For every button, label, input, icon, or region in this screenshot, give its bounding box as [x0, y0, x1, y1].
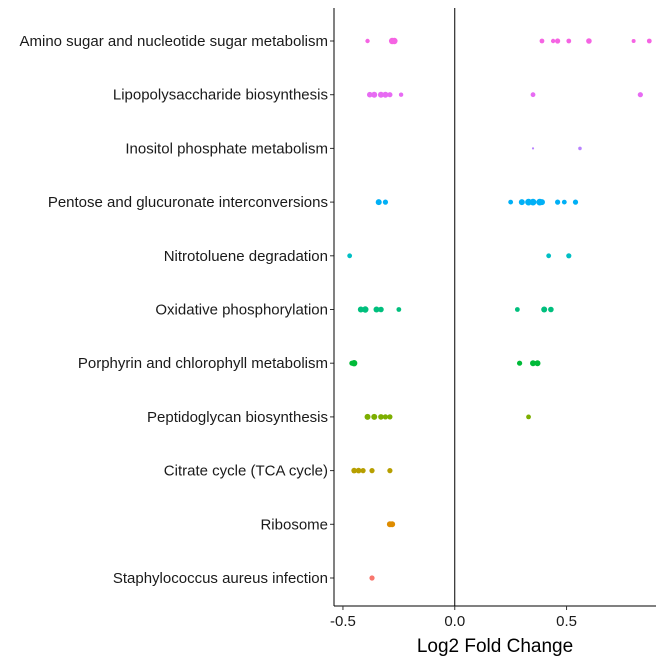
y-tick-label-peptidoglycan-biosynthesis: Peptidoglycan biosynthesis: [147, 409, 328, 426]
y-tick-label-citrate-cycle-tca-cycle: Citrate cycle (TCA cycle): [164, 463, 328, 480]
data-point-citrate-cycle-tca-cycle: [387, 468, 393, 474]
data-point-oxidative-phosphorylation: [514, 307, 520, 312]
data-point-nitrotoluene-degradation: [546, 253, 552, 259]
data-point-oxidative-phosphorylation: [357, 306, 364, 313]
y-tick-label-nitrotoluene-degradation: Nitrotoluene degradation: [164, 248, 328, 265]
data-point-amino-sugar-and-nucleotide-sugar-metabolism: [646, 38, 652, 44]
y-tick-label-ribosome: Ribosome: [260, 516, 328, 533]
data-point-staphylococcus-aureus-infection: [369, 575, 375, 581]
data-point-peptidoglycan-biosynthesis: [378, 414, 384, 420]
y-tick-label-lipopolysaccharide-biosynthesis: Lipopolysaccharide biosynthesis: [113, 87, 328, 104]
data-point-peptidoglycan-biosynthesis: [371, 413, 378, 420]
data-point-lipopolysaccharide-biosynthesis: [387, 92, 393, 98]
data-point-porphyrin-and-chlorophyll-metabolism: [349, 360, 355, 366]
data-point-amino-sugar-and-nucleotide-sugar-metabolism: [539, 38, 545, 44]
data-point-lipopolysaccharide-biosynthesis: [398, 92, 404, 97]
data-point-oxidative-phosphorylation: [396, 307, 402, 312]
data-point-citrate-cycle-tca-cycle: [355, 467, 362, 474]
y-axis-labels: Amino sugar and nucleotide sugar metabol…: [19, 33, 334, 587]
x-tick-label: -0.5: [330, 613, 356, 630]
data-point-peptidoglycan-biosynthesis: [382, 414, 389, 420]
data-point-inositol-phosphate-metabolism: [531, 147, 535, 150]
data-point-citrate-cycle-tca-cycle: [369, 468, 375, 474]
data-point-peptidoglycan-biosynthesis: [387, 414, 393, 420]
data-point-peptidoglycan-biosynthesis: [526, 414, 531, 420]
data-point-oxidative-phosphorylation: [373, 306, 380, 313]
data-point-oxidative-phosphorylation: [548, 306, 554, 313]
data-point-pentose-and-glucuronate-interconversions: [382, 199, 389, 205]
data-point-lipopolysaccharide-biosynthesis: [366, 91, 373, 98]
data-point-amino-sugar-and-nucleotide-sugar-metabolism: [365, 38, 370, 44]
data-point-amino-sugar-and-nucleotide-sugar-metabolism: [391, 37, 398, 45]
data-point-ribosome: [389, 521, 396, 528]
data-point-pentose-and-glucuronate-interconversions: [375, 199, 382, 206]
y-tick-label-oxidative-phosphorylation: Oxidative phosphorylation: [155, 302, 328, 319]
data-point-amino-sugar-and-nucleotide-sugar-metabolism: [566, 38, 572, 44]
data-point-oxidative-phosphorylation: [362, 306, 369, 313]
data-point-nitrotoluene-degradation: [566, 253, 572, 259]
y-tick-label-porphyrin-and-chlorophyll-metabolism: Porphyrin and chlorophyll metabolism: [78, 355, 328, 372]
data-points: [347, 37, 652, 581]
data-point-nitrotoluene-degradation: [347, 253, 353, 259]
data-point-lipopolysaccharide-biosynthesis: [637, 92, 643, 98]
data-point-pentose-and-glucuronate-interconversions: [561, 199, 567, 205]
data-point-amino-sugar-and-nucleotide-sugar-metabolism: [550, 38, 556, 44]
data-point-pentose-and-glucuronate-interconversions: [518, 199, 525, 206]
data-point-pentose-and-glucuronate-interconversions: [508, 199, 514, 205]
data-point-oxidative-phosphorylation: [378, 306, 384, 313]
data-point-lipopolysaccharide-biosynthesis: [530, 92, 536, 98]
data-point-porphyrin-and-chlorophyll-metabolism: [516, 360, 523, 366]
y-tick-label-inositol-phosphate-metabolism: Inositol phosphate metabolism: [125, 140, 328, 157]
data-point-porphyrin-and-chlorophyll-metabolism: [534, 360, 541, 367]
data-point-inositol-phosphate-metabolism: [578, 146, 582, 151]
data-point-pentose-and-glucuronate-interconversions: [572, 199, 579, 205]
data-point-pentose-and-glucuronate-interconversions: [538, 199, 545, 206]
data-point-lipopolysaccharide-biosynthesis: [371, 91, 378, 98]
data-point-amino-sugar-and-nucleotide-sugar-metabolism: [586, 38, 592, 44]
y-tick-label-staphylococcus-aureus-infection: Staphylococcus aureus infection: [113, 570, 328, 587]
data-point-pentose-and-glucuronate-interconversions: [529, 198, 537, 206]
y-tick-label-amino-sugar-and-nucleotide-sugar-metabolism: Amino sugar and nucleotide sugar metabol…: [19, 33, 328, 50]
data-point-amino-sugar-and-nucleotide-sugar-metabolism: [555, 38, 561, 44]
x-axis-ticks: -0.5 0.0 0.5: [330, 606, 577, 630]
data-point-pentose-and-glucuronate-interconversions: [555, 199, 561, 205]
y-tick-label-pentose-and-glucuronate-interconversions: Pentose and glucuronate interconversions: [48, 194, 328, 211]
data-point-lipopolysaccharide-biosynthesis: [382, 91, 389, 98]
data-point-citrate-cycle-tca-cycle: [351, 467, 357, 474]
x-tick-label: 0.5: [556, 613, 577, 630]
x-axis-title: Log2 Fold Change: [417, 636, 573, 657]
data-point-peptidoglycan-biosynthesis: [364, 413, 371, 420]
data-point-amino-sugar-and-nucleotide-sugar-metabolism: [631, 39, 636, 43]
data-point-citrate-cycle-tca-cycle: [360, 468, 366, 474]
data-point-oxidative-phosphorylation: [541, 306, 548, 313]
data-point-porphyrin-and-chlorophyll-metabolism: [530, 360, 537, 367]
x-tick-label: 0.0: [444, 613, 465, 630]
data-point-lipopolysaccharide-biosynthesis: [377, 91, 384, 98]
